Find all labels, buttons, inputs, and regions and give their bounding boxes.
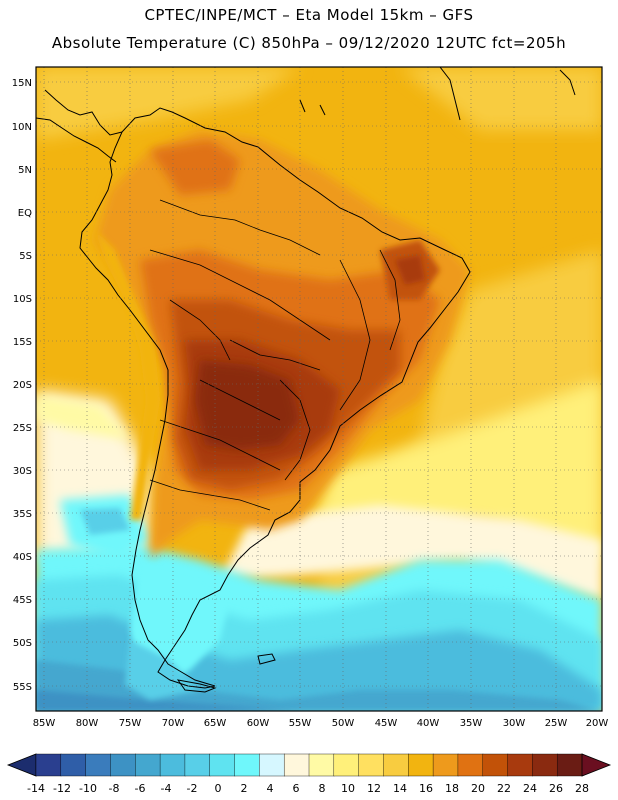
colorbar-swatch: [333, 753, 360, 777]
colorbar-swatch: [184, 753, 211, 777]
colorbar-tick-label: -8: [109, 782, 120, 795]
colorbar-tick-label: 10: [341, 782, 355, 795]
lat-label: 20S: [13, 380, 32, 391]
colorbar-tick-label: 24: [523, 782, 537, 795]
lat-label: 40S: [13, 552, 32, 563]
colorbar-tick-label: 8: [319, 782, 326, 795]
lon-label: 50W: [332, 718, 355, 729]
colorbar-swatch: [482, 753, 509, 777]
south-america-coastline: [79, 107, 471, 689]
lon-label: 85W: [33, 718, 56, 729]
colorbar-swatch: [532, 753, 558, 777]
colorbar-tick-label: 18: [445, 782, 459, 795]
lat-label: 35S: [13, 509, 32, 520]
lon-label: 70W: [162, 718, 185, 729]
colorbar-tick-label: 16: [419, 782, 433, 795]
colorbar-tick-label: 4: [267, 782, 274, 795]
colorbar-tick-label: 22: [497, 782, 511, 795]
lat-label: 55S: [13, 682, 32, 693]
lat-label: 10N: [12, 122, 32, 133]
lon-label: 25W: [545, 718, 568, 729]
lon-label: 55W: [289, 718, 312, 729]
colorbar-tick-label: -6: [135, 782, 146, 795]
colorbar-swatch: [556, 753, 583, 777]
colorbar-swatch: [234, 753, 260, 777]
colorbar-tick-label: 0: [215, 782, 222, 795]
colorbar-tick-label: 20: [471, 782, 485, 795]
lat-label: EQ: [18, 208, 32, 219]
longitude-axis: 85W 80W 75W 70W 65W 60W 55W 50W 45W 40W …: [33, 718, 609, 729]
colorbar-tick-label: -4: [161, 782, 172, 795]
colorbar-swatch: [159, 753, 186, 777]
colorbar-swatch: [457, 753, 484, 777]
country-borders: [149, 199, 401, 511]
lat-label: 30S: [13, 466, 32, 477]
lon-label: 40W: [417, 718, 440, 729]
temperature-field: [36, 67, 602, 711]
lat-label: 5N: [18, 165, 32, 176]
colorbar-swatch: [383, 753, 409, 777]
colorbar-tick-label: -14: [27, 782, 45, 795]
lon-label: 65W: [204, 718, 227, 729]
lon-label: 75W: [119, 718, 142, 729]
caribbean-islands: [299, 67, 576, 121]
colorbar-swatch: [507, 753, 533, 777]
colorbar: -14 -12 -10 -8 -6 -4 -2 0 2 4 6 8 10 12 …: [6, 753, 612, 795]
falklands: [257, 653, 276, 665]
lon-label: 80W: [76, 718, 99, 729]
colorbar-swatch: [432, 753, 459, 777]
colorbar-swatch: [283, 753, 310, 777]
lon-label: 20W: [586, 718, 609, 729]
lat-label: 50S: [13, 638, 32, 649]
colorbar-swatch: [408, 753, 434, 777]
latitude-axis: 15N 10N 5N EQ 5S 10S 15S 20S 25S 30S 35S…: [12, 78, 32, 693]
colorbar-swatch: [35, 753, 62, 777]
graticule: [36, 67, 602, 711]
colorbar-tick-label: 26: [549, 782, 563, 795]
coastlines-borders: [36, 67, 576, 693]
lat-label: 5S: [19, 251, 32, 262]
colorbar-tick-label: 6: [293, 782, 300, 795]
lon-label: 60W: [247, 718, 270, 729]
lon-label: 35W: [460, 718, 483, 729]
colorbar-tick-labels: -14 -12 -10 -8 -6 -4 -2 0 2 4 6 8 10 12 …: [27, 782, 589, 795]
title-model-info: CPTEC/INPE/MCT – Eta Model 15km – GFS: [144, 6, 474, 24]
colorbar-tick-label: 12: [367, 782, 381, 795]
colorbar-over-arrow: [581, 753, 612, 777]
lon-label: 30W: [503, 718, 526, 729]
colorbar-under-arrow: [6, 753, 37, 777]
colorbar-tick-label: -2: [187, 782, 198, 795]
lat-label: 45S: [13, 595, 32, 606]
colorbar-tick-label: 28: [575, 782, 589, 795]
colorbar-tick-label: -10: [79, 782, 97, 795]
lat-label: 25S: [13, 423, 32, 434]
colorbar-swatch: [85, 753, 112, 777]
map-frame: [35, 66, 603, 712]
colorbar-swatch: [358, 753, 385, 777]
tierra-del-fuego: [176, 679, 217, 693]
lat-label: 15S: [13, 337, 32, 348]
title-field-info: Absolute Temperature (C) 850hPa – 09/12/…: [51, 34, 567, 52]
lon-label: 45W: [375, 718, 398, 729]
colorbar-swatch: [259, 753, 285, 777]
lat-label: 10S: [13, 294, 32, 305]
lat-label: 15N: [12, 78, 32, 89]
colorbar-tick-label: 2: [241, 782, 248, 795]
colorbar-swatch: [135, 753, 161, 777]
central-america-coastline: [36, 89, 123, 163]
colorbar-swatch: [60, 753, 87, 777]
colorbar-swatch: [209, 753, 236, 777]
colorbar-tick-label: -12: [53, 782, 71, 795]
colorbar-swatch: [110, 753, 136, 777]
colorbar-swatch: [308, 753, 335, 777]
colorbar-tick-label: 14: [393, 782, 407, 795]
